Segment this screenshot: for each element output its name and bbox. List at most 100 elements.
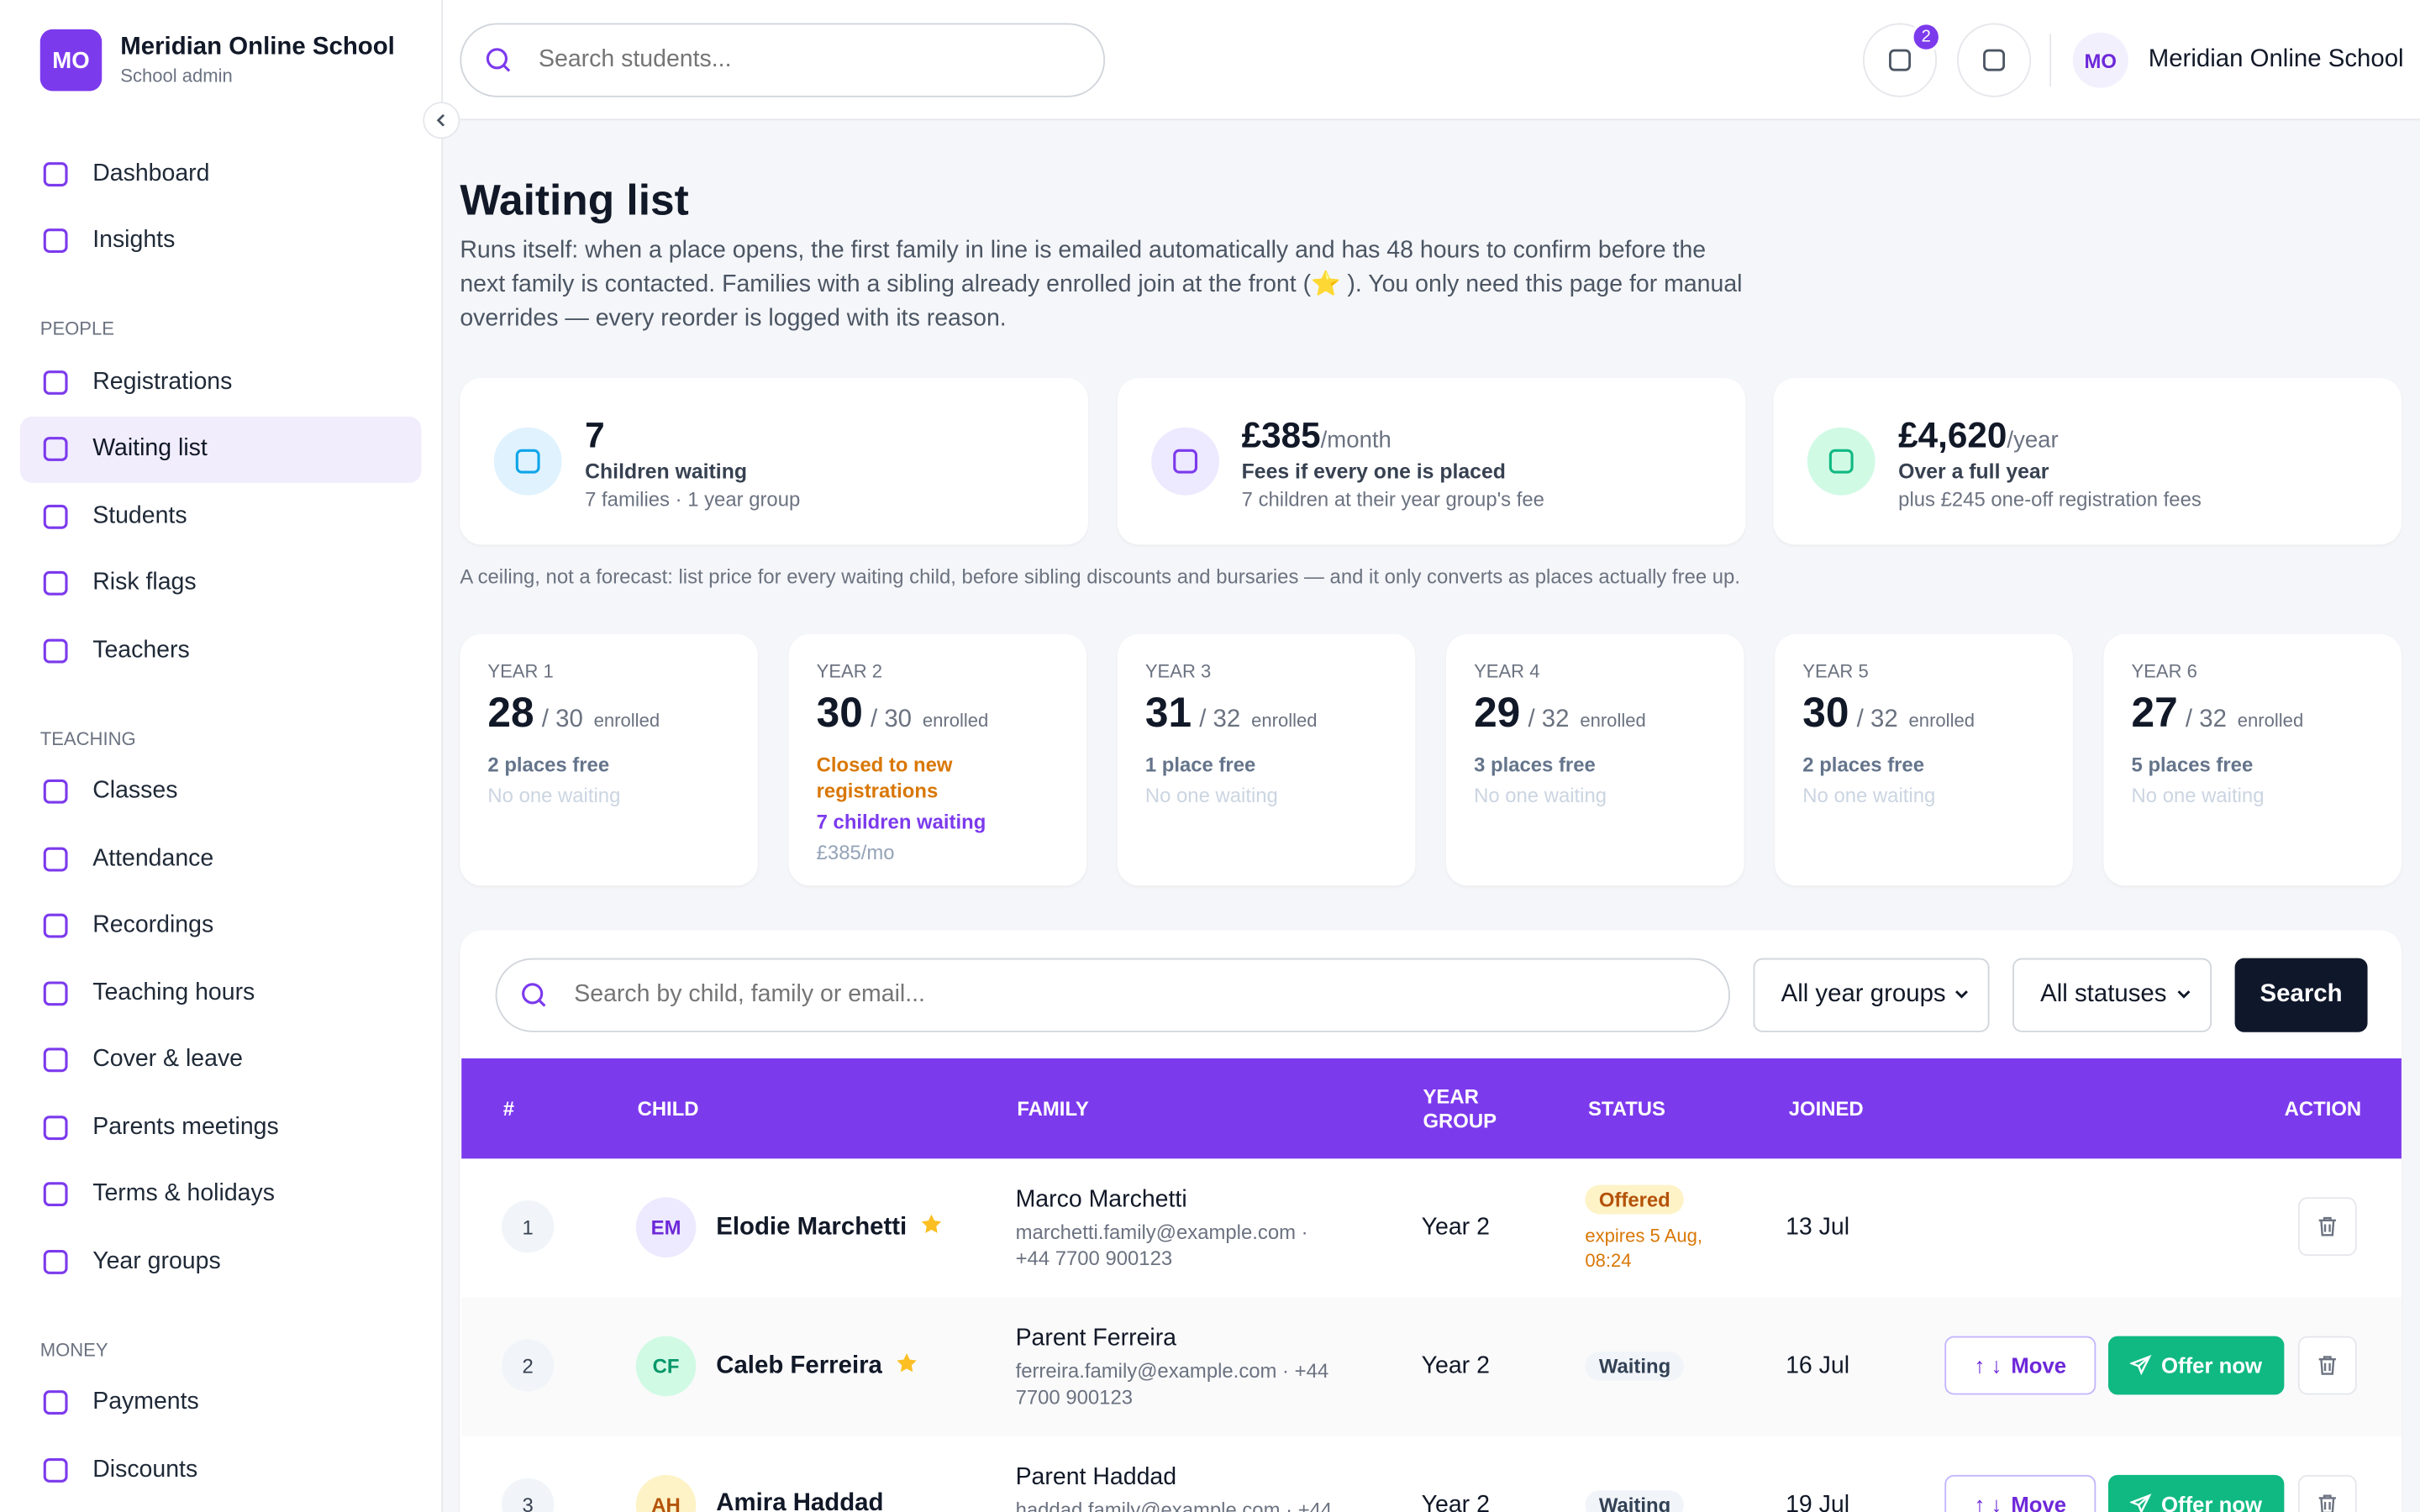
nav-item[interactable]: Risk flags xyxy=(20,550,422,617)
select-value: All statuses xyxy=(2040,981,2167,1008)
status-badge: Waiting xyxy=(1585,1490,1685,1512)
column-header: JOINED xyxy=(1788,1096,1864,1120)
year-label: YEAR 3 xyxy=(1144,660,1212,682)
status-line: No one waiting xyxy=(1144,784,1278,807)
icon xyxy=(43,980,68,1005)
select[interactable]: All year groups xyxy=(1753,958,1990,1032)
child-name: Amira Haddad xyxy=(716,1490,884,1512)
family-name: Parent Haddad xyxy=(1015,1464,1177,1491)
icon-shape xyxy=(43,980,68,1005)
capacity: / 32 xyxy=(1528,706,1570,733)
nav-item[interactable]: Discounts xyxy=(20,1436,422,1504)
nav-section: PEOPLE xyxy=(39,318,114,340)
table-panel: All year groups All statuses Search # CHILD F… xyxy=(460,930,2402,1512)
nav-item[interactable]: Teachers xyxy=(20,617,422,685)
select[interactable]: All statuses xyxy=(2012,958,2212,1032)
nav-item[interactable]: Year groups xyxy=(20,1228,422,1295)
collapse-button[interactable] xyxy=(423,102,460,139)
status-line: 3 places free xyxy=(1474,753,1596,776)
status-line: 2 places free xyxy=(487,753,610,776)
year-card: YEAR 5 30 / 32 enrolled 2 places free No one … xyxy=(1775,633,2073,886)
child: Amira Haddad xyxy=(716,1490,883,1512)
icon xyxy=(2177,990,2191,999)
icon-shape xyxy=(515,449,540,474)
year-label: YEAR 6 xyxy=(2131,660,2197,682)
status-line: No one waiting xyxy=(1802,784,1936,807)
child-name: Caleb Ferreira xyxy=(716,1352,882,1380)
icon xyxy=(1172,449,1197,474)
enrolled-count: 27 xyxy=(2131,690,2178,737)
icon xyxy=(43,780,68,805)
year-status: 1 place free No one waiting xyxy=(1145,751,1392,808)
brand-logo: MO xyxy=(39,29,103,92)
enrolled-count: 28 xyxy=(487,690,534,737)
nav-item[interactable]: Students xyxy=(20,483,422,550)
icon-shape xyxy=(2177,990,2191,999)
icon-shape xyxy=(43,228,68,254)
move-button[interactable]: ↑ ↓ Move xyxy=(1944,1336,2096,1395)
icon-shape xyxy=(43,161,68,186)
nav-item[interactable]: Parents meetings xyxy=(20,1094,422,1161)
icon xyxy=(436,113,445,127)
stat-card: £4,620/year Over a full year plus £245 one… xyxy=(1773,378,2402,545)
year-group: Year 2 xyxy=(1421,1352,1490,1380)
enrolment: 29 / 32 enrolled xyxy=(1474,690,1646,738)
search-box[interactable] xyxy=(460,23,1106,97)
search-input[interactable] xyxy=(535,45,1067,76)
top-bar: 2 MO Meridian Online School xyxy=(443,0,2420,121)
nav-label: Recordings xyxy=(92,911,214,939)
delete-button[interactable] xyxy=(2297,1474,2357,1512)
icon xyxy=(522,983,546,1007)
notifications-button[interactable]: 2 xyxy=(1862,21,1942,97)
page-description: Runs itself: when a place opens, the fir… xyxy=(460,237,1743,332)
year-label: YEAR 1 xyxy=(487,660,554,682)
icon xyxy=(43,914,68,938)
enrolment: 30 / 32 enrolled xyxy=(1802,690,1975,738)
icon-shape xyxy=(43,370,68,395)
nav-item[interactable]: Registrations xyxy=(20,349,422,416)
status-line: £385/mo xyxy=(816,841,895,864)
move-button[interactable]: ↑ ↓ Move xyxy=(1944,1474,2096,1512)
icon-shape xyxy=(43,1115,68,1140)
icon-shape xyxy=(486,48,508,70)
nav-label: Year groups xyxy=(92,1247,221,1274)
joined: 19 Jul xyxy=(1786,1492,1850,1512)
nav-label: Dashboard xyxy=(92,160,210,186)
nav-item[interactable]: Attendance xyxy=(20,826,422,893)
search-button[interactable]: Search xyxy=(2234,958,2368,1032)
nav-item[interactable]: Recordings xyxy=(20,893,422,960)
icon xyxy=(1828,449,1854,474)
enrolled-word: enrolled xyxy=(2237,709,2304,732)
nav-label: Teachers xyxy=(92,637,190,664)
icon-shape xyxy=(43,571,68,596)
settings-button[interactable] xyxy=(1956,23,2032,97)
nav-item[interactable]: Teaching hours xyxy=(20,959,422,1026)
nav-item[interactable]: Waiting list xyxy=(19,416,422,483)
child-name: Elodie Marchetti xyxy=(716,1214,908,1241)
nav-item[interactable]: Cover & leave xyxy=(20,1026,422,1094)
year-status: 2 places free No one waiting xyxy=(487,751,734,808)
nav-item[interactable]: Payments xyxy=(20,1369,422,1436)
stat-value: 7 xyxy=(585,415,605,455)
icon-shape xyxy=(2318,1356,2336,1375)
nav-item[interactable]: Terms & holidays xyxy=(20,1161,422,1228)
offer-button[interactable]: Offer now xyxy=(2107,1336,2285,1395)
icon xyxy=(43,847,68,872)
sibling-star xyxy=(919,1213,943,1244)
stat-icon xyxy=(1150,427,1219,496)
delete-button[interactable] xyxy=(2297,1336,2357,1395)
icon xyxy=(43,1249,68,1274)
nav-item[interactable]: Insights xyxy=(20,207,422,275)
nav-item[interactable]: Dashboard xyxy=(20,140,422,207)
capacity: / 30 xyxy=(871,706,913,733)
delete-button[interactable] xyxy=(2297,1197,2357,1257)
filter-search[interactable] xyxy=(495,958,1730,1032)
year-group: Year 2 xyxy=(1421,1214,1490,1241)
icon xyxy=(1955,990,1968,999)
filter-search-input[interactable] xyxy=(571,979,1658,1011)
nav-item[interactable]: Classes xyxy=(20,759,422,826)
enrolled-word: enrolled xyxy=(1580,709,1646,732)
year-label: YEAR 2 xyxy=(816,660,883,682)
offer-button[interactable]: Offer now xyxy=(2107,1474,2285,1512)
